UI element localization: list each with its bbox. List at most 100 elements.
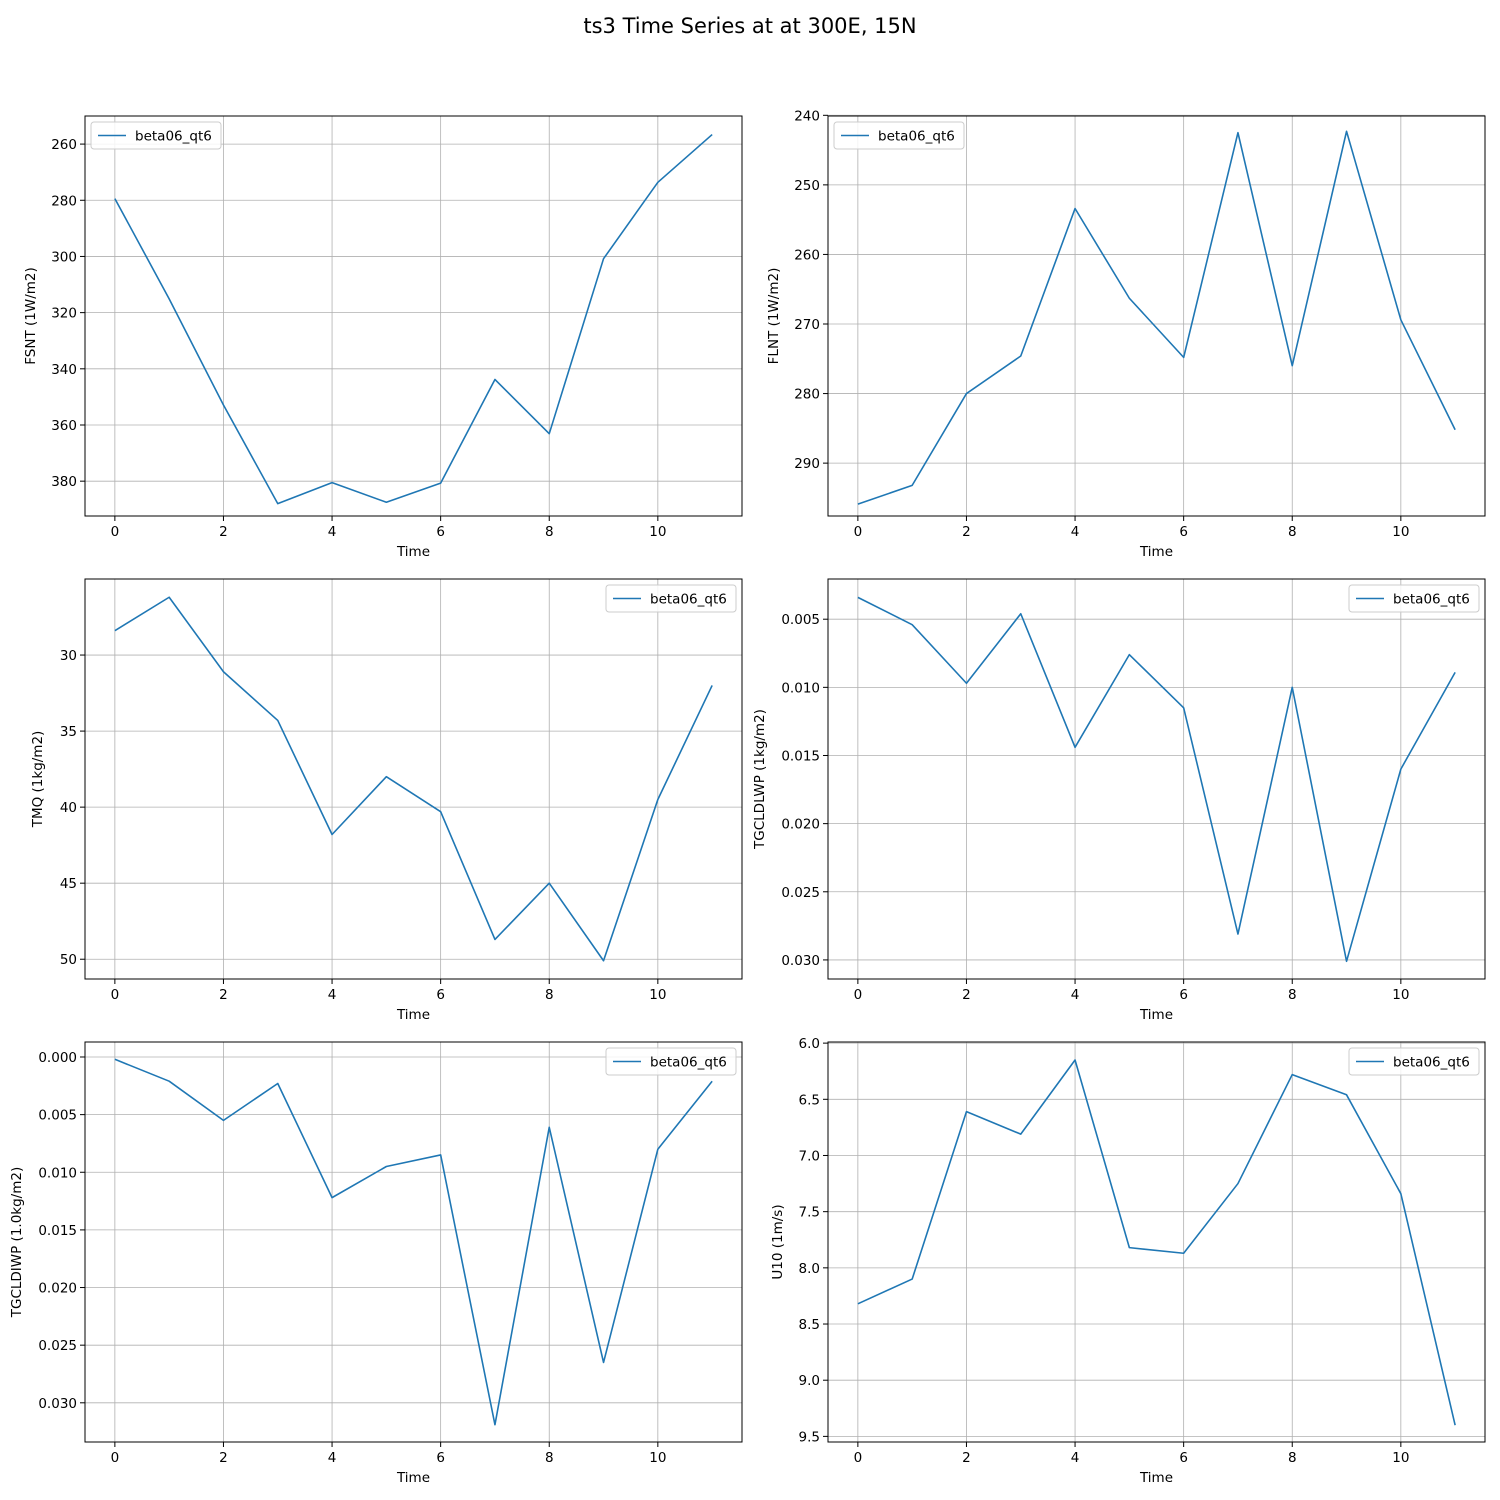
y-tick-label: 260 — [794, 247, 820, 263]
x-tick-label: 6 — [1179, 1450, 1188, 1466]
x-tick-label: 8 — [545, 1450, 554, 1466]
legend-label: beta06_qt6 — [878, 129, 955, 145]
axes-frame — [827, 1041, 1486, 1443]
legend: beta06_qt6 — [1348, 1047, 1480, 1076]
x-tick-label: 10 — [649, 524, 666, 540]
y-tick-label: 7.0 — [799, 1148, 820, 1164]
x-tick-label: 0 — [111, 987, 120, 1003]
subplot-3: 0 2 4 6 8 10 30 35 40 45 50 Time TMQ (1kg/m2) beta06_… — [30, 578, 743, 1023]
axes-frame — [84, 1041, 743, 1443]
y-tick-label: 6.5 — [799, 1092, 820, 1108]
y-tick-label: 0.005 — [781, 612, 820, 628]
y-tick-label: 8.5 — [799, 1317, 820, 1333]
axes-frame — [84, 578, 743, 980]
x-tick-label: 10 — [649, 1450, 666, 1466]
series-line-1 — [857, 130, 1456, 505]
x-tick-label: 0 — [854, 1450, 863, 1466]
legend-label: beta06_qt6 — [650, 592, 727, 608]
x-tick-label: 0 — [854, 524, 863, 540]
x-axis-label: Time — [396, 544, 430, 560]
y-tick-label: 0.030 — [781, 953, 820, 969]
y-tick-label: 380 — [51, 474, 77, 490]
y-tick-label: 300 — [51, 249, 77, 265]
legend: beta06_qt6 — [833, 121, 965, 150]
x-tick-label: 10 — [1392, 524, 1409, 540]
x-tick-label: 2 — [962, 524, 971, 540]
x-tick-label: 10 — [649, 987, 666, 1003]
legend: beta06_qt6 — [1348, 584, 1480, 613]
x-tick-label: 6 — [436, 524, 445, 540]
y-tick-label: 280 — [794, 387, 820, 403]
x-tick-label: 4 — [328, 987, 337, 1003]
x-axis-label: Time — [1139, 544, 1173, 560]
y-tick-label: 9.5 — [799, 1429, 820, 1445]
x-tick-label: 4 — [1071, 987, 1080, 1003]
series-line-1 — [857, 1059, 1456, 1426]
legend-box — [605, 1047, 737, 1076]
axes-frame — [827, 115, 1486, 517]
legend-box — [833, 121, 965, 150]
x-axis-label: Time — [1139, 1470, 1173, 1486]
x-tick-label: 6 — [436, 1450, 445, 1466]
y-axis-label: FSNT (1W/m2) — [23, 267, 39, 365]
figure-title: ts3 Time Series at at 300E, 15N — [583, 14, 917, 38]
x-tick-label: 6 — [1179, 987, 1188, 1003]
legend: beta06_qt6 — [90, 121, 222, 150]
y-axis-label: TGCLDIWP (1.0kg/m2) — [9, 1167, 25, 1319]
x-tick-label: 2 — [219, 1450, 228, 1466]
x-tick-label: 8 — [1288, 524, 1297, 540]
y-tick-label: 0.010 — [38, 1165, 77, 1181]
x-axis-label: Time — [1139, 1007, 1173, 1023]
subplot-6: 0 2 4 6 8 10 6.0 6.5 7.0 7.5 8.0 8.5 9.0 9.5 Time U10 (… — [770, 1036, 1486, 1486]
y-tick-label: 280 — [51, 193, 77, 209]
x-tick-label: 2 — [962, 987, 971, 1003]
y-axis-label: FLNT (1W/m2) — [766, 268, 782, 365]
x-tick-label: 2 — [219, 524, 228, 540]
x-axis-label: Time — [396, 1470, 430, 1486]
legend-label: beta06_qt6 — [135, 129, 212, 145]
x-tick-label: 8 — [545, 524, 554, 540]
x-tick-label: 4 — [328, 524, 337, 540]
legend: beta06_qt6 — [605, 1047, 737, 1076]
series-line-1 — [114, 596, 713, 962]
y-tick-label: 45 — [60, 876, 77, 892]
subplot-4: 0 2 4 6 8 10 0.005 0.010 0.015 0.020 0.025 0.030 Tim… — [752, 578, 1486, 1023]
legend-label: beta06_qt6 — [1393, 592, 1470, 608]
x-tick-label: 10 — [1392, 987, 1409, 1003]
legend-label: beta06_qt6 — [650, 1055, 727, 1071]
series-line-1 — [114, 133, 713, 505]
x-tick-label: 10 — [1392, 1450, 1409, 1466]
y-tick-label: 260 — [51, 137, 77, 153]
y-tick-label: 290 — [794, 456, 820, 472]
x-tick-label: 4 — [1071, 1450, 1080, 1466]
series-line-1 — [857, 596, 1456, 963]
y-tick-label: 6.0 — [799, 1036, 820, 1052]
y-tick-label: 7.5 — [799, 1205, 820, 1221]
y-tick-label: 0.020 — [781, 817, 820, 833]
legend-box — [605, 584, 737, 613]
legend-label: beta06_qt6 — [1393, 1055, 1470, 1071]
subplot-1: 0 2 4 6 8 10 260 280 300 320 340 360 380 Time FSNT (1W… — [23, 115, 743, 560]
y-axis-label: U10 (1m/s) — [770, 1204, 786, 1279]
y-tick-label: 0.010 — [781, 680, 820, 696]
y-tick-label: 8.0 — [799, 1261, 820, 1277]
y-tick-label: 9.0 — [799, 1373, 820, 1389]
x-tick-label: 2 — [219, 987, 228, 1003]
x-tick-label: 2 — [962, 1450, 971, 1466]
y-tick-label: 240 — [794, 108, 820, 124]
legend-box — [90, 121, 222, 150]
subplot-5: 0 2 4 6 8 10 0.000 0.005 0.010 0.015 0.020 0.025 0.0… — [9, 1041, 743, 1486]
legend-box — [1348, 584, 1480, 613]
y-tick-label: 320 — [51, 306, 77, 322]
axes-frame — [84, 115, 743, 517]
legend-box — [1348, 1047, 1480, 1076]
subplot-2: 0 2 4 6 8 10 240 250 260 270 280 290 Time FLNT (1W/m2… — [766, 108, 1486, 560]
x-tick-label: 8 — [1288, 1450, 1297, 1466]
y-tick-label: 0.020 — [38, 1281, 77, 1297]
x-tick-label: 6 — [436, 987, 445, 1003]
x-tick-label: 0 — [854, 987, 863, 1003]
x-tick-label: 4 — [1071, 524, 1080, 540]
y-tick-label: 0.015 — [38, 1223, 77, 1239]
y-axis-label: TGCLDLWP (1kg/m2) — [752, 709, 768, 850]
